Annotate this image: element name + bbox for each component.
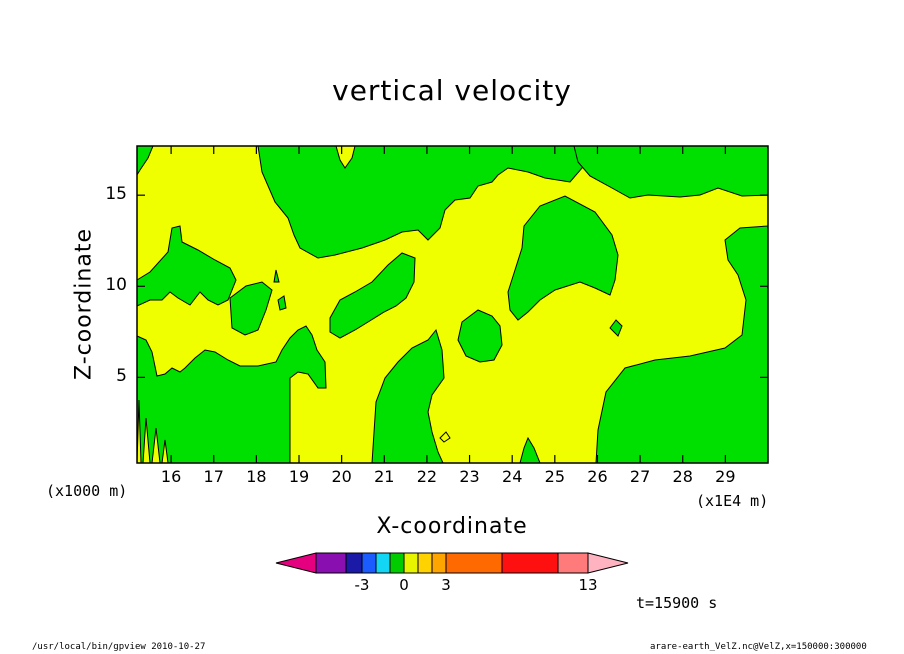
colorbar-tick-label: 13 [578, 576, 598, 594]
colorbar-over-triangle [587, 552, 629, 574]
plot-frame [136, 145, 769, 464]
x-axis-ticks [170, 146, 726, 463]
colorbar-bin [431, 552, 447, 574]
colorbar-bin [557, 552, 589, 574]
y-axis-ticks [137, 194, 768, 378]
region-negative-lower-left [136, 325, 327, 464]
colorbar-bin [315, 552, 347, 574]
region-negative-dot-a [273, 269, 280, 283]
region-negative-left-blob [229, 281, 273, 336]
x-tick-label: 17 [203, 467, 224, 486]
x-tick-label: 16 [160, 467, 182, 486]
colorbar-bin [389, 552, 405, 574]
y-tick-label: 10 [105, 275, 127, 296]
y-tick-label: 15 [105, 184, 127, 205]
colorbar-bin [417, 552, 433, 574]
y-unit-label: (x1000 m) [46, 482, 128, 500]
colorbar-bin [375, 552, 391, 574]
colorbar-bin [445, 552, 503, 574]
colorbar [275, 552, 629, 574]
x-axis-label: X-coordinate [376, 514, 528, 539]
colorbar-bin [403, 552, 419, 574]
colorbar-under-triangle [275, 552, 317, 574]
region-negative-dot-c [609, 319, 623, 337]
region-negative-small-blob [457, 309, 503, 363]
x-tick-label: 20 [331, 467, 352, 486]
x-tick-label: 18 [246, 467, 267, 486]
y-tick-label: 5 [116, 366, 127, 387]
x-tick-label: 23 [459, 467, 480, 486]
x-unit-label: (x1E4 m) [696, 492, 769, 510]
x-tick-label: 21 [374, 467, 395, 486]
x-tick-label: 28 [672, 467, 693, 486]
x-tick-label: 22 [416, 467, 438, 486]
footer-left: /usr/local/bin/gpview 2010-10-27 [32, 642, 206, 652]
region-negative-lower-center [371, 328, 445, 464]
chart-title: vertical velocity [332, 74, 572, 107]
colorbar-tick-label: -3 [354, 576, 370, 594]
time-label: t=15900 s [636, 594, 718, 612]
velocity-field [136, 145, 769, 464]
colorbar-bin [361, 552, 377, 574]
y-axis-label: Z-coordinate [71, 228, 97, 380]
x-tick-label: 25 [544, 467, 565, 486]
x-tick-label: 26 [587, 467, 608, 486]
region-negative-left-mid [136, 225, 237, 307]
colorbar-tick-label: 0 [399, 576, 409, 594]
x-tick-label: 24 [502, 467, 523, 486]
region-negative-center [507, 195, 619, 321]
x-tick-label: 27 [629, 467, 651, 486]
region-negative-center-blob [329, 252, 416, 339]
colorbar-bin [345, 552, 363, 574]
region-negative-dot-b [277, 295, 287, 311]
colorbar-bin [501, 552, 559, 574]
x-tick-label: 29 [715, 467, 736, 486]
x-tick-label: 19 [288, 467, 310, 486]
region-positive-dot-d [439, 431, 451, 443]
colorbar-tick-label: 3 [441, 576, 451, 594]
footer-right: arare-earth_VelZ.nc@VelZ,x=150000:300000 [650, 642, 867, 652]
